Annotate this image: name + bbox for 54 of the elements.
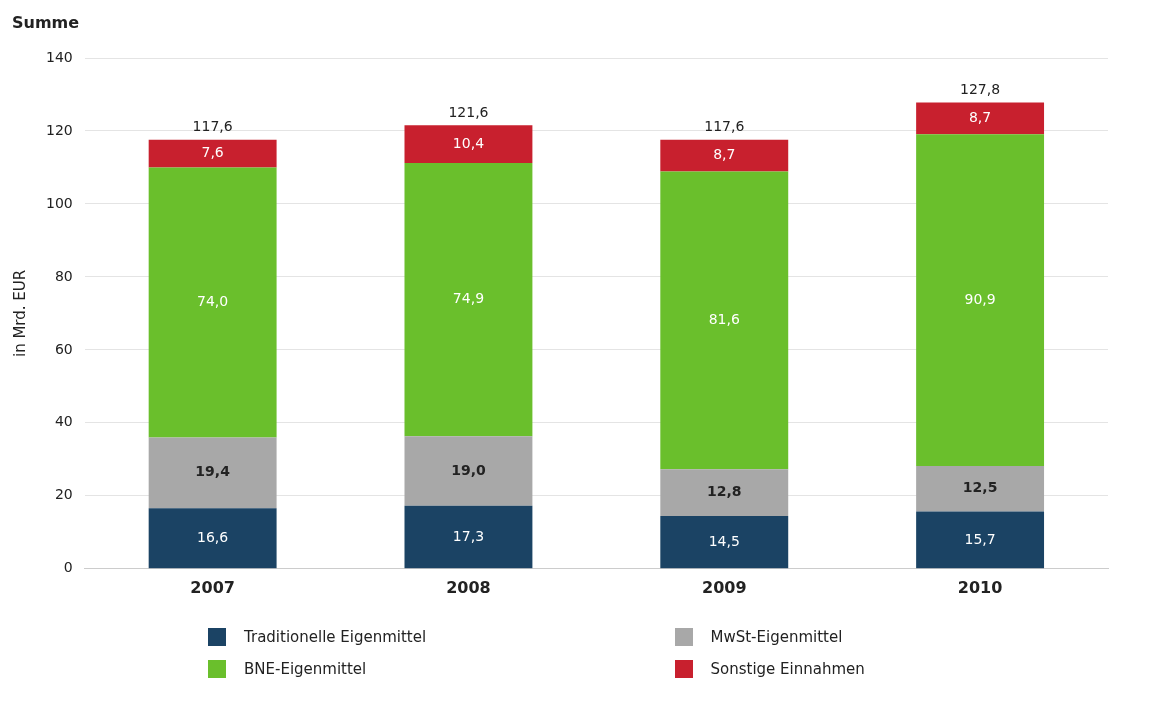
bar [148, 437, 277, 509]
y-tick-label: 40 [54, 413, 73, 430]
total-label: 127,8 [960, 81, 1001, 98]
y-tick-label: 20 [54, 486, 73, 503]
data-label: 74,0 [197, 293, 229, 310]
bar [148, 139, 277, 168]
data-label: 19,4 [195, 463, 231, 480]
bar [148, 508, 277, 569]
y-tick-label: 140 [45, 48, 73, 65]
bar [916, 134, 1045, 466]
bar [916, 511, 1045, 569]
y-tick-label: 60 [54, 340, 73, 357]
data-label: 8,7 [968, 109, 992, 126]
y-tick-label: 120 [45, 121, 73, 138]
x-tick-label: 2008 [446, 577, 491, 597]
data-label: 90,9 [964, 290, 996, 307]
x-tick-label: 2010 [957, 577, 1003, 597]
y-tick-label: 80 [54, 267, 73, 284]
data-label: 10,4 [452, 134, 485, 151]
legend-label: BNE-Eigenmittel [244, 660, 367, 678]
data-label: 8,7 [713, 146, 736, 163]
x-tick-label: 2009 [702, 577, 747, 597]
y-tick-label: 100 [45, 194, 73, 211]
total-label: 117,6 [704, 118, 745, 135]
data-label: 81,6 [708, 310, 740, 327]
data-label: 12,8 [707, 483, 742, 500]
y-axis-title: in Mrd. EUR [10, 269, 29, 358]
data-label: 14,5 [708, 532, 740, 549]
bar [916, 465, 1045, 512]
data-label: 7,6 [201, 144, 224, 161]
text: Summe [12, 13, 80, 33]
legend-label: MwSt-Eigenmittel [710, 628, 843, 646]
bar [404, 125, 533, 164]
bar [404, 436, 533, 506]
legend-label: Sonstige Einnahmen [710, 660, 865, 678]
bar [660, 139, 789, 172]
legend-label: Traditionelle Eigenmittel [244, 628, 427, 646]
data-label: 17,3 [452, 527, 485, 544]
data-label: 19,0 [451, 461, 486, 478]
y-tick-label: 0 [63, 559, 73, 576]
bar [404, 505, 533, 569]
data-label: 74,9 [452, 290, 485, 307]
bar [404, 163, 533, 437]
total-label: 121,6 [448, 103, 489, 120]
bar [660, 469, 789, 516]
data-label: 12,5 [962, 479, 998, 496]
bar [916, 102, 1045, 135]
data-label: 16,6 [197, 528, 229, 545]
data-label: 15,7 [964, 530, 996, 547]
bar [660, 171, 789, 470]
x-tick-label: 2007 [190, 577, 235, 597]
bar [148, 167, 277, 438]
bar [660, 515, 789, 569]
total-label: 117,6 [192, 118, 233, 135]
